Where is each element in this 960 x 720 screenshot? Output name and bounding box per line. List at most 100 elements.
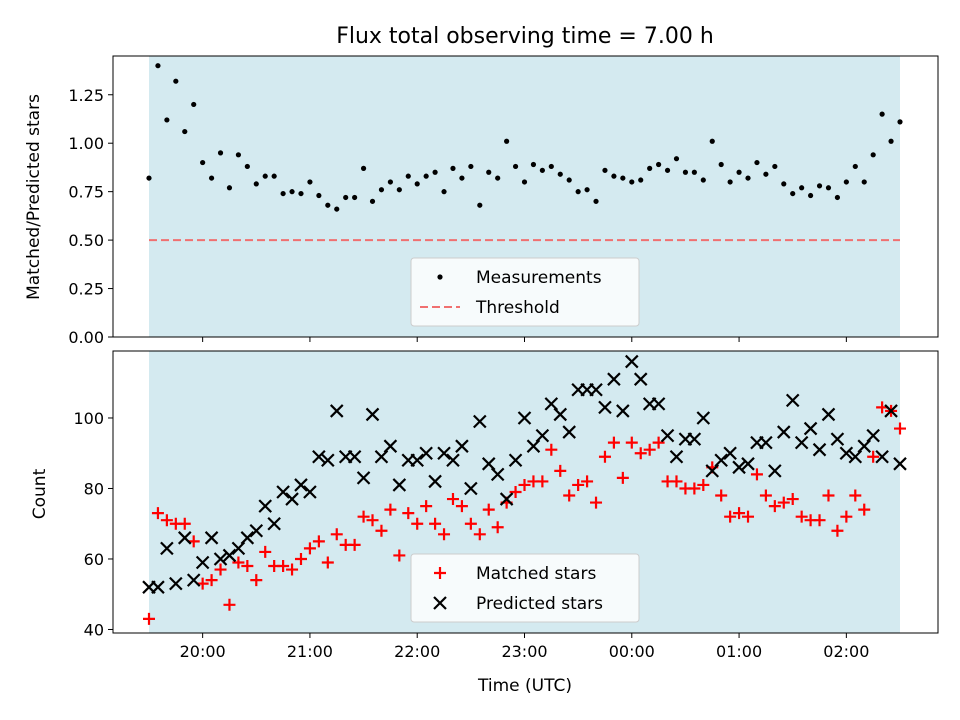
predicted-star-point [329, 404, 344, 418]
matched-star-point [536, 475, 549, 488]
predicted-star-point [526, 439, 541, 453]
measurement-point [807, 192, 814, 199]
measurement-point [360, 165, 367, 171]
matched-star-point [715, 489, 728, 502]
matched-star-point [250, 574, 263, 587]
measurement-point [870, 152, 876, 158]
measurement-point [584, 187, 590, 193]
predicted-legend-marker [433, 596, 447, 610]
predicted-star-point [213, 552, 228, 566]
predicted-star-point [428, 474, 442, 489]
measurement-point [378, 187, 385, 193]
matched-star-point [446, 493, 459, 506]
measurement-point [575, 189, 581, 195]
measurement-point [334, 206, 340, 212]
predicted-star-point [160, 541, 174, 556]
predicted-star-point [222, 548, 237, 563]
matched-star-point [151, 507, 164, 520]
measurement-point [396, 187, 402, 193]
predicted-star-point [276, 485, 290, 499]
matched-star-point [786, 493, 799, 506]
measurement-point [629, 179, 635, 185]
measurement-point [477, 202, 483, 208]
matched-star-point [518, 478, 531, 491]
matched-star-point [563, 489, 576, 502]
measurement-point [504, 138, 510, 144]
top-legend-box [410, 257, 640, 327]
predicted-star-point [875, 449, 889, 464]
predicted-star-point [508, 453, 523, 468]
predicted-star-point [794, 435, 809, 450]
predicted-star-point [347, 449, 362, 464]
predicted-star-point [723, 446, 737, 461]
legend-threshold: Threshold [475, 298, 560, 318]
matched-star-point [393, 549, 406, 562]
measurement-point [262, 173, 268, 179]
matched-star-point [438, 528, 451, 541]
matched-star-point [572, 478, 585, 491]
measurement-point [736, 169, 742, 175]
measurement-point [343, 194, 349, 201]
measurement-point [521, 179, 528, 185]
predicted-star-point [803, 421, 818, 436]
predicted-star-point [821, 407, 836, 422]
predicted-star-point [848, 449, 863, 464]
predicted-star-point [607, 372, 621, 386]
predicted-star-point [303, 485, 317, 499]
matched-star-point [858, 503, 871, 516]
matched-star-point [598, 450, 611, 463]
legend-matched-stars: Matched stars [476, 564, 596, 584]
measurement-point [191, 101, 197, 108]
predicted-star-point [204, 531, 219, 545]
matched-star-point [777, 496, 790, 509]
bottom-y-ticks: 40 60 80 100 [73, 409, 113, 639]
matched-star-point [241, 560, 254, 573]
matched-star-point [759, 489, 772, 502]
matched-star-point [464, 517, 477, 530]
measurement-point [271, 173, 277, 179]
measurement-point [700, 177, 706, 183]
predicted-star-point [249, 523, 264, 538]
measurement-point [512, 163, 519, 170]
measurement-point [861, 179, 867, 185]
predicted-star-point [419, 446, 433, 461]
matched-star-point [688, 482, 701, 495]
y-tick-label: 100 [73, 409, 104, 428]
predicted-star-point [464, 481, 478, 496]
matched-star-point [375, 524, 388, 537]
predicted-star-point [455, 439, 469, 453]
matched-star-point [473, 528, 486, 541]
predicted-star-point [625, 354, 639, 369]
matched-star-point [366, 514, 379, 527]
predicted-star-point [714, 453, 728, 468]
matched-star-point [205, 574, 218, 587]
measurement-point [450, 165, 456, 171]
x-tick-label: 20:00 [180, 642, 226, 661]
predicted-stars-series [142, 354, 907, 594]
measurement-point [620, 175, 626, 181]
bottom-x-ticks: 20:00 21:00 22:00 23:00 00:00 01:00 02:00 [180, 633, 869, 661]
predicted-star-point [392, 478, 407, 492]
measurement-point [164, 117, 170, 123]
measurement-point [852, 163, 858, 170]
measurements-series [146, 63, 903, 212]
measurement-point [387, 179, 393, 185]
measurement-point [897, 119, 903, 125]
measurement-point [432, 169, 438, 175]
measurement-point [682, 169, 689, 175]
measurement-point [566, 177, 572, 183]
measurement-point [280, 190, 286, 197]
predicted-star-point [669, 449, 684, 464]
measurement-point [307, 179, 313, 185]
predicted-star-point [696, 411, 711, 425]
predicted-star-point [517, 411, 532, 425]
predicted-star-point [231, 541, 246, 556]
predicted-star-point [374, 449, 389, 464]
matched-star-point [482, 503, 495, 516]
matched-star-point [455, 500, 468, 513]
matched-star-point [357, 510, 370, 523]
predicted-star-point [562, 425, 576, 439]
matched-star-point [143, 612, 155, 625]
measurement-point [539, 167, 545, 173]
measurement-point [727, 179, 733, 185]
